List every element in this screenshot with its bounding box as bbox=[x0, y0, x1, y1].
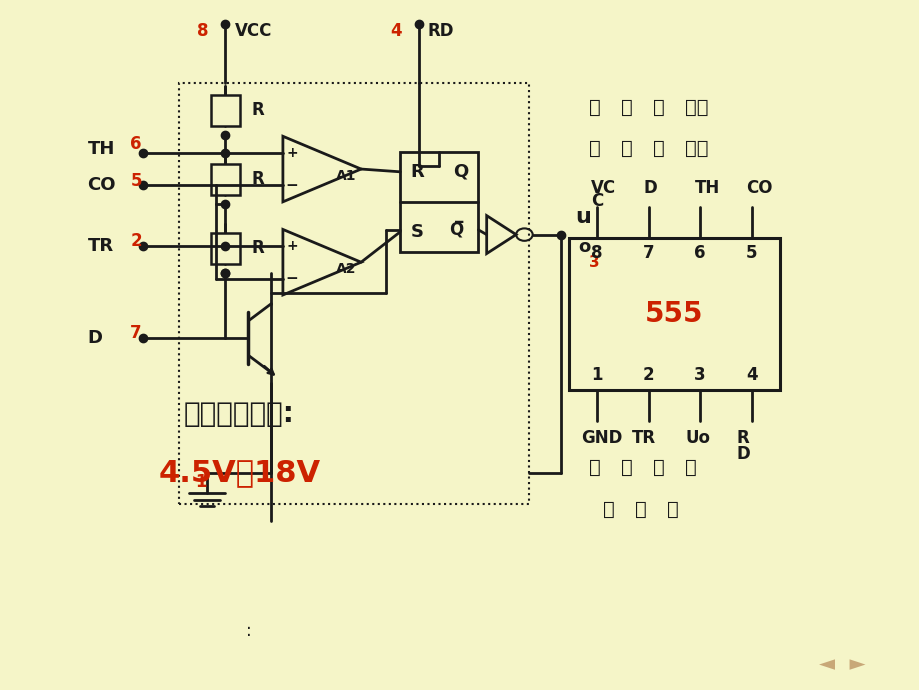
Bar bbox=[568, 238, 779, 390]
Text: 7: 7 bbox=[130, 324, 142, 342]
Text: CO: CO bbox=[87, 177, 116, 195]
Text: :: : bbox=[245, 622, 251, 640]
Bar bbox=[179, 83, 528, 504]
Text: Q: Q bbox=[453, 163, 469, 181]
Text: ◄  ►: ◄ ► bbox=[818, 654, 864, 673]
Bar bbox=[400, 152, 478, 252]
Text: 3: 3 bbox=[694, 366, 705, 384]
Text: 3: 3 bbox=[588, 255, 599, 270]
Text: VCC: VCC bbox=[234, 22, 272, 40]
Text: 7: 7 bbox=[642, 244, 653, 262]
Text: 2: 2 bbox=[130, 232, 142, 250]
Text: 源   电   值   压制: 源 电 值 压制 bbox=[588, 139, 708, 158]
Text: C: C bbox=[590, 193, 602, 210]
Text: 8: 8 bbox=[197, 22, 208, 40]
Bar bbox=[210, 95, 240, 126]
Text: 电源电压范围:: 电源电压范围: bbox=[184, 400, 294, 428]
Text: 4: 4 bbox=[390, 22, 401, 40]
Bar bbox=[210, 233, 240, 264]
Text: 地   触   输   复: 地 触 输 复 bbox=[588, 458, 696, 477]
Text: GND: GND bbox=[581, 429, 622, 447]
Text: R: R bbox=[251, 170, 264, 188]
Text: −: − bbox=[286, 271, 298, 286]
Text: TH: TH bbox=[694, 179, 719, 197]
Text: +: + bbox=[286, 146, 298, 159]
Text: 1: 1 bbox=[195, 473, 206, 491]
Text: TR: TR bbox=[631, 429, 655, 447]
Text: 5: 5 bbox=[130, 172, 142, 190]
Text: o: o bbox=[577, 238, 589, 256]
Text: CO: CO bbox=[745, 179, 772, 197]
Text: D: D bbox=[643, 179, 657, 197]
Text: TH: TH bbox=[87, 140, 115, 158]
Text: R: R bbox=[251, 239, 264, 257]
Text: A2: A2 bbox=[335, 262, 356, 276]
Text: 发   出   位: 发 出 位 bbox=[602, 500, 677, 519]
Text: R: R bbox=[736, 429, 749, 447]
Bar bbox=[210, 164, 240, 195]
Text: D: D bbox=[87, 329, 102, 347]
Text: S: S bbox=[411, 223, 424, 241]
Text: u: u bbox=[574, 208, 590, 227]
Text: R: R bbox=[410, 163, 424, 181]
Text: 8: 8 bbox=[591, 244, 602, 262]
Text: 6: 6 bbox=[130, 135, 142, 153]
Text: 4: 4 bbox=[745, 366, 756, 384]
Text: +: + bbox=[286, 239, 298, 253]
Text: Q̅: Q̅ bbox=[448, 221, 463, 239]
Text: 4.5V～18V: 4.5V～18V bbox=[158, 458, 320, 487]
Text: VC: VC bbox=[590, 179, 615, 197]
Text: 5: 5 bbox=[745, 244, 756, 262]
Text: Uo: Uo bbox=[686, 429, 710, 447]
Text: 1: 1 bbox=[591, 366, 602, 384]
Text: 6: 6 bbox=[694, 244, 705, 262]
Text: RD: RD bbox=[427, 22, 454, 40]
Text: R: R bbox=[251, 101, 264, 119]
Text: A1: A1 bbox=[335, 169, 356, 183]
Text: D: D bbox=[736, 445, 750, 463]
Text: 2: 2 bbox=[642, 366, 653, 384]
Text: 555: 555 bbox=[644, 300, 703, 328]
Text: 电   放   阀   电控: 电 放 阀 电控 bbox=[588, 97, 708, 117]
Text: −: − bbox=[286, 178, 298, 193]
Text: TR: TR bbox=[87, 237, 113, 255]
